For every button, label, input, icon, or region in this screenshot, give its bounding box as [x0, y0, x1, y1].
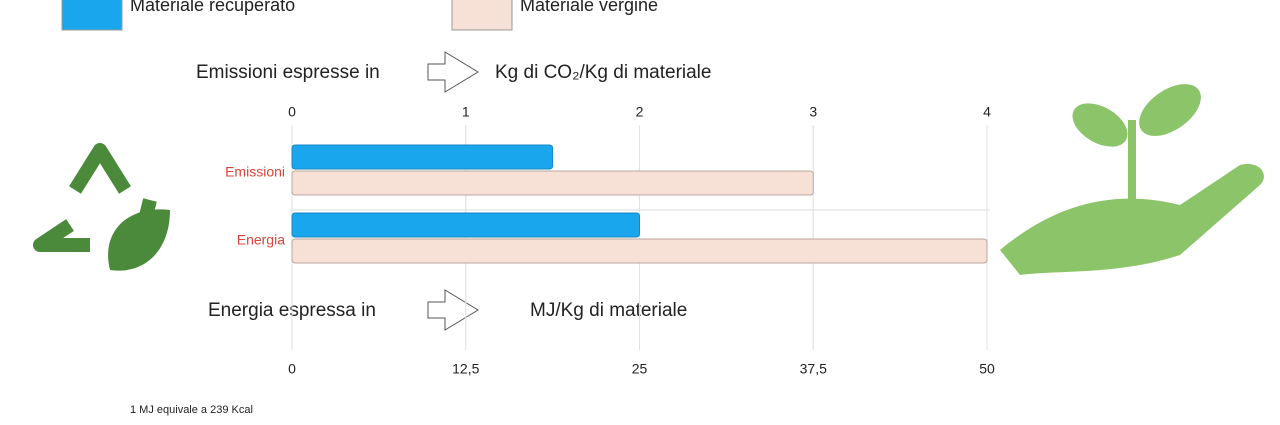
- tick-label: 4: [983, 104, 991, 120]
- legend-label: Materiale recuperato: [130, 0, 295, 15]
- leaf-icon: [108, 209, 170, 271]
- tick-label: 2: [636, 104, 644, 120]
- tick-label: 37,5: [800, 361, 827, 377]
- tick-label: 1: [462, 104, 470, 120]
- legend-swatch: [451, 0, 513, 31]
- tick-label: 12,5: [452, 361, 479, 377]
- category-label: Emissioni: [225, 164, 285, 180]
- tick-label: 3: [809, 104, 817, 120]
- tick-label: 0: [288, 104, 296, 120]
- legend-swatch: [61, 0, 123, 31]
- category-label: Energia: [237, 232, 285, 248]
- bar: [291, 144, 554, 170]
- plant-hand-icon: [1000, 84, 1264, 275]
- legend-label: Materiale vergine: [520, 0, 658, 15]
- axis-title: MJ/Kg di materiale: [530, 300, 687, 321]
- tick-label: 50: [979, 361, 995, 377]
- bar: [291, 238, 988, 264]
- bar: [291, 170, 814, 196]
- tick-label: 25: [632, 361, 648, 377]
- tick-label: 0: [288, 361, 296, 377]
- arrow: [427, 289, 479, 331]
- footnote: 1 MJ equivale a 239 Kcal: [130, 404, 253, 416]
- axis-title: Emissioni espresse in: [196, 62, 380, 83]
- bar: [291, 212, 640, 238]
- arrow: [427, 51, 479, 93]
- axis-title: Kg di CO₂/Kg di materiale: [495, 62, 711, 83]
